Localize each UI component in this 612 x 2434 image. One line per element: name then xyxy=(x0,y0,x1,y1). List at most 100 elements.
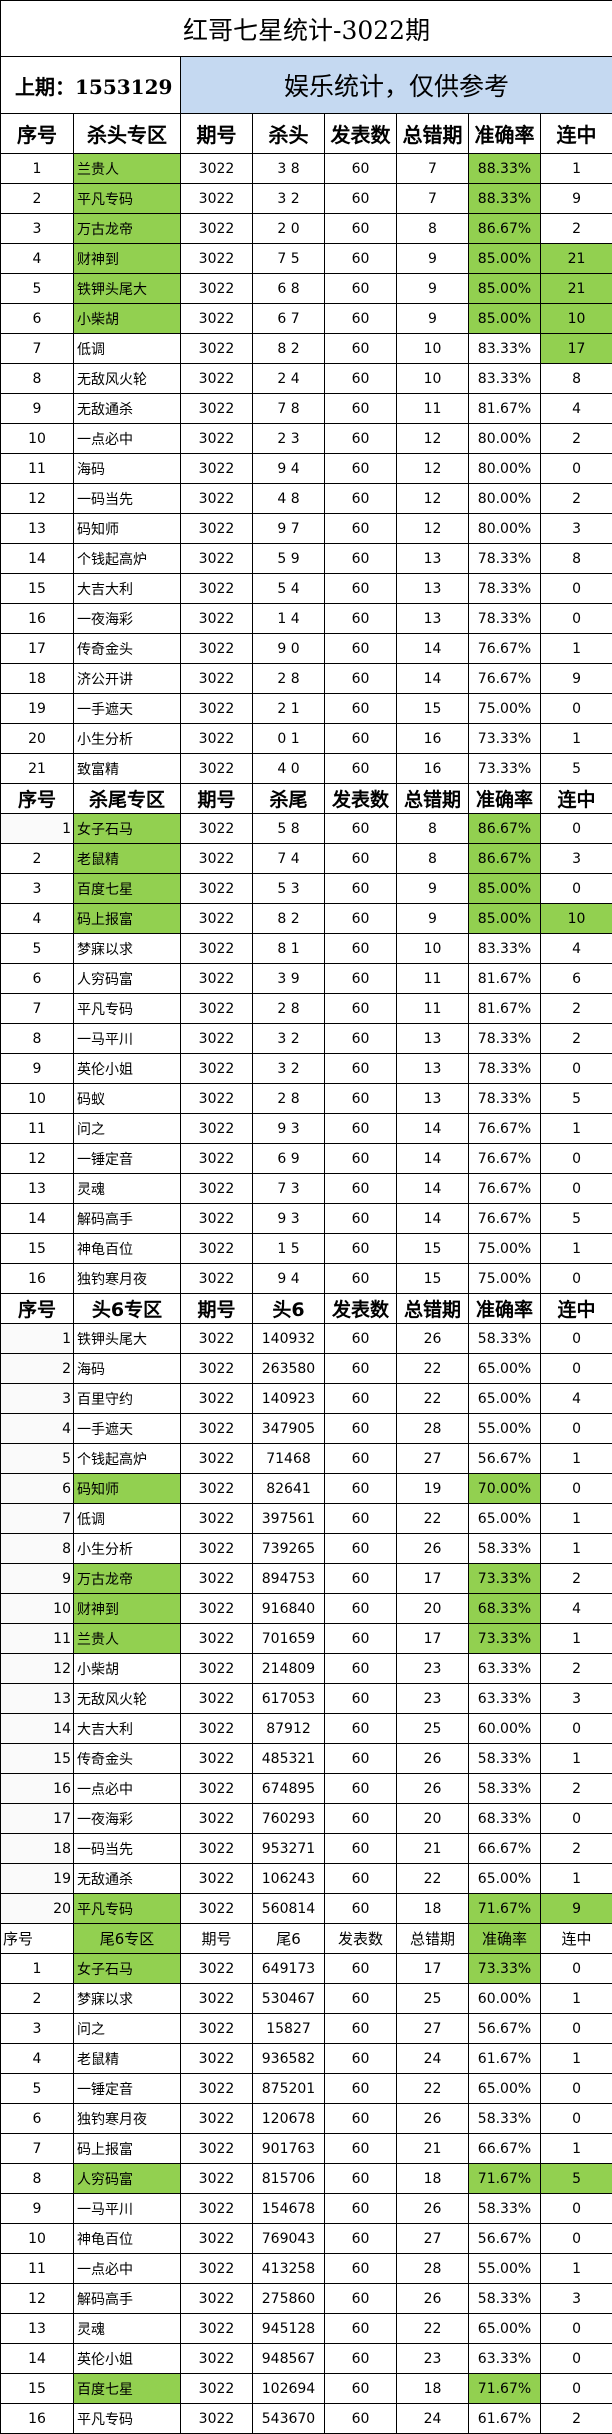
cell-value: 485321 xyxy=(253,1744,325,1774)
cell-rate: 85.00% xyxy=(469,274,541,304)
cell-seq: 7 xyxy=(1,2134,74,2164)
cell-value: 9 3 xyxy=(253,1114,325,1144)
cell-rate: 56.67% xyxy=(469,1444,541,1474)
cell-rate: 73.33% xyxy=(469,1564,541,1594)
cell-seq: 8 xyxy=(1,2164,74,2194)
column-header-count: 发表数 xyxy=(325,1294,397,1324)
cell-count: 60 xyxy=(325,1024,397,1054)
cell-errors: 10 xyxy=(397,334,469,364)
cell-name: 一码当先 xyxy=(74,1834,181,1864)
cell-seq: 16 xyxy=(1,1774,74,1804)
cell-name: 码知师 xyxy=(74,1474,181,1504)
cell-errors: 26 xyxy=(397,1534,469,1564)
cell-value: 739265 xyxy=(253,1534,325,1564)
cell-streak: 0 xyxy=(541,2014,612,2044)
cell-rate: 63.33% xyxy=(469,1684,541,1714)
column-header-value: 头6 xyxy=(253,1294,325,1324)
cell-errors: 27 xyxy=(397,2014,469,2044)
cell-seq: 8 xyxy=(1,364,74,394)
column-header-name: 尾6专区 xyxy=(74,1924,181,1954)
cell-period: 3022 xyxy=(181,1474,253,1504)
cell-value: 397561 xyxy=(253,1504,325,1534)
cell-period: 3022 xyxy=(181,574,253,604)
cell-seq: 5 xyxy=(1,274,74,304)
cell-count: 60 xyxy=(325,1114,397,1144)
cell-count: 60 xyxy=(325,814,397,844)
cell-period: 3022 xyxy=(181,1174,253,1204)
cell-period: 3022 xyxy=(181,1624,253,1654)
cell-seq: 6 xyxy=(1,2104,74,2134)
cell-period: 3022 xyxy=(181,904,253,934)
cell-period: 3022 xyxy=(181,214,253,244)
cell-count: 60 xyxy=(325,394,397,424)
cell-seq: 17 xyxy=(1,1804,74,1834)
cell-seq: 5 xyxy=(1,2074,74,2104)
cell-count: 60 xyxy=(325,544,397,574)
cell-streak: 0 xyxy=(541,1324,612,1354)
cell-errors: 12 xyxy=(397,424,469,454)
cell-count: 60 xyxy=(325,2164,397,2194)
cell-value: 2 3 xyxy=(253,424,325,454)
cell-value: 875201 xyxy=(253,2074,325,2104)
cell-period: 3022 xyxy=(181,1324,253,1354)
cell-seq: 20 xyxy=(1,1894,74,1924)
cell-errors: 11 xyxy=(397,964,469,994)
cell-rate: 88.33% xyxy=(469,154,541,184)
cell-rate: 80.00% xyxy=(469,484,541,514)
cell-errors: 8 xyxy=(397,814,469,844)
cell-errors: 18 xyxy=(397,2164,469,2194)
cell-seq: 11 xyxy=(1,1114,74,1144)
cell-streak: 0 xyxy=(541,2074,612,2104)
cell-name: 财神到 xyxy=(74,1594,181,1624)
cell-name: 一马平川 xyxy=(74,1024,181,1054)
column-header-value: 尾6 xyxy=(253,1924,325,1954)
cell-streak: 10 xyxy=(541,304,612,334)
cell-period: 3022 xyxy=(181,604,253,634)
cell-errors: 18 xyxy=(397,2374,469,2404)
cell-value: 769043 xyxy=(253,2224,325,2254)
cell-seq: 19 xyxy=(1,1864,74,1894)
cell-seq: 8 xyxy=(1,1534,74,1564)
cell-errors: 16 xyxy=(397,724,469,754)
cell-period: 3022 xyxy=(181,844,253,874)
cell-seq: 4 xyxy=(1,2044,74,2074)
cell-rate: 66.67% xyxy=(469,2134,541,2164)
cell-errors: 22 xyxy=(397,1384,469,1414)
cell-name: 梦寐以求 xyxy=(74,1984,181,2014)
cell-rate: 80.00% xyxy=(469,454,541,484)
cell-name: 一点必中 xyxy=(74,1774,181,1804)
cell-seq: 9 xyxy=(1,394,74,424)
cell-seq: 18 xyxy=(1,1834,74,1864)
cell-name: 海码 xyxy=(74,1354,181,1384)
cell-rate: 60.00% xyxy=(469,1714,541,1744)
cell-seq: 2 xyxy=(1,844,74,874)
cell-name: 平凡专码 xyxy=(74,994,181,1024)
cell-rate: 71.67% xyxy=(469,2374,541,2404)
cell-streak: 1 xyxy=(541,154,612,184)
cell-count: 60 xyxy=(325,304,397,334)
column-header-seq: 序号 xyxy=(1,1294,74,1324)
cell-rate: 81.67% xyxy=(469,964,541,994)
cell-errors: 13 xyxy=(397,1024,469,1054)
cell-errors: 12 xyxy=(397,454,469,484)
cell-rate: 61.67% xyxy=(469,2044,541,2074)
cell-errors: 16 xyxy=(397,754,469,784)
cell-errors: 15 xyxy=(397,694,469,724)
cell-period: 3022 xyxy=(181,814,253,844)
cell-period: 3022 xyxy=(181,1834,253,1864)
cell-period: 3022 xyxy=(181,1444,253,1474)
cell-seq: 21 xyxy=(1,754,74,784)
cell-count: 60 xyxy=(325,724,397,754)
cell-count: 60 xyxy=(325,1444,397,1474)
cell-errors: 25 xyxy=(397,1984,469,2014)
cell-value: 7 4 xyxy=(253,844,325,874)
cell-period: 3022 xyxy=(181,724,253,754)
